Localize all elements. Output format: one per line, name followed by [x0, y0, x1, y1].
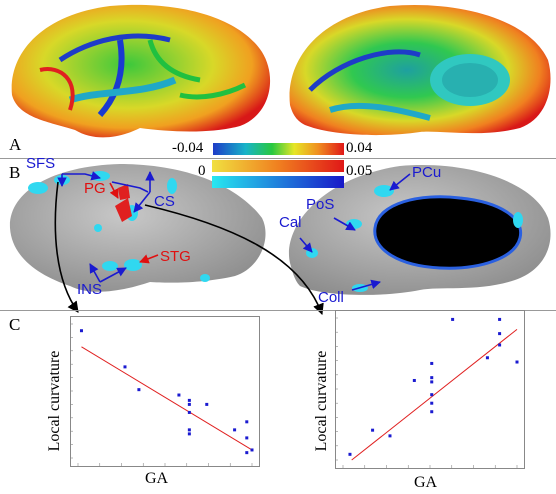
data-point — [515, 360, 519, 364]
data-point — [245, 451, 249, 455]
data-point — [451, 317, 455, 321]
label-pg: PG — [84, 180, 106, 197]
colorbar-b-cool — [212, 176, 344, 188]
panel-c-label: C — [9, 315, 21, 334]
fit-line — [81, 346, 253, 451]
data-point — [430, 401, 434, 405]
right-hemisphere-medial — [289, 4, 551, 136]
data-point — [187, 410, 191, 414]
data-point — [498, 343, 502, 347]
ylabel-right: Local curvature — [313, 350, 330, 452]
colorbar-a — [213, 143, 344, 155]
data-point — [412, 378, 416, 382]
data-point — [388, 434, 392, 438]
panel-b-brain-maps — [9, 160, 551, 295]
data-point — [371, 428, 375, 432]
right-hemisphere-gray — [288, 165, 551, 295]
separator-bc — [0, 310, 556, 311]
data-point — [498, 317, 502, 321]
label-sfs: SFS — [26, 155, 56, 172]
data-point — [430, 361, 434, 365]
colorbar-b-max: 0.05 — [346, 163, 373, 179]
data-point — [187, 432, 191, 436]
data-point — [250, 448, 254, 452]
fit-line — [351, 328, 518, 461]
separator-ab — [0, 158, 556, 159]
scatter-left-marks — [70, 323, 254, 466]
scatter-left — [70, 316, 260, 467]
data-point — [187, 428, 191, 432]
colorbar-a-min: -0.04 — [172, 140, 204, 156]
data-point — [245, 420, 249, 424]
data-point — [233, 428, 237, 432]
colorbar-b-min: 0 — [198, 163, 206, 179]
scatter-right — [335, 310, 525, 469]
left-hemisphere-lateral — [11, 4, 271, 138]
label-cs: CS — [154, 193, 175, 210]
data-point — [430, 393, 434, 397]
data-point — [498, 332, 502, 336]
data-point — [245, 436, 249, 440]
xlabel-left: GA — [145, 470, 169, 487]
data-point — [430, 380, 434, 384]
data-point — [348, 452, 352, 456]
data-point — [177, 393, 181, 397]
data-point — [485, 356, 489, 360]
data-point — [123, 365, 127, 369]
data-point — [205, 402, 209, 406]
colorbar-b-hot — [212, 160, 344, 172]
data-point — [137, 388, 141, 392]
label-pcu: PCu — [412, 164, 442, 181]
panel-a-brain-maps — [11, 4, 551, 155]
scatter-right-marks — [335, 317, 519, 468]
panel-b-label: B — [9, 163, 21, 182]
data-point — [79, 329, 83, 333]
xlabel-right: GA — [414, 474, 438, 491]
left-hemisphere-gray — [9, 164, 266, 292]
data-point — [187, 402, 191, 406]
label-cal: Cal — [279, 214, 302, 231]
ylabel-left: Local curvature — [46, 350, 63, 452]
colorbar-a-max: 0.04 — [346, 140, 373, 156]
label-pos: PoS — [306, 196, 335, 213]
panel-a-label: A — [9, 135, 22, 154]
label-ins: INS — [77, 281, 103, 298]
label-stg: STG — [160, 248, 191, 265]
data-point — [187, 398, 191, 402]
data-point — [430, 410, 434, 414]
data-point — [430, 376, 434, 380]
label-coll: Coll — [318, 289, 344, 306]
